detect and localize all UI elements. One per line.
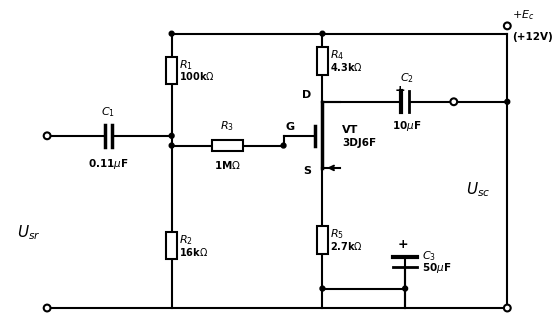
Circle shape xyxy=(450,98,457,105)
Bar xyxy=(316,226,328,253)
Text: 10$\mu$F: 10$\mu$F xyxy=(393,119,422,133)
Circle shape xyxy=(504,22,511,29)
Circle shape xyxy=(169,133,174,138)
Text: +: + xyxy=(398,238,408,251)
Text: 4.3k$\Omega$: 4.3k$\Omega$ xyxy=(330,61,363,73)
Text: $U_{sr}$: $U_{sr}$ xyxy=(17,224,40,243)
Circle shape xyxy=(44,132,50,139)
Text: 16k$\Omega$: 16k$\Omega$ xyxy=(179,246,208,258)
Circle shape xyxy=(504,305,511,312)
Text: $U_{sc}$: $U_{sc}$ xyxy=(466,180,491,199)
Text: VT: VT xyxy=(342,125,358,135)
Text: 3DJ6F: 3DJ6F xyxy=(342,138,376,148)
Text: +: + xyxy=(394,84,405,97)
Circle shape xyxy=(403,286,408,291)
Text: S: S xyxy=(303,166,311,176)
Circle shape xyxy=(169,31,174,36)
Text: $R_5$: $R_5$ xyxy=(330,227,344,241)
Text: $R_2$: $R_2$ xyxy=(179,233,193,247)
Text: 1M$\Omega$: 1M$\Omega$ xyxy=(213,159,241,171)
Text: 2.7k$\Omega$: 2.7k$\Omega$ xyxy=(330,240,363,252)
Bar xyxy=(166,232,178,259)
Text: G: G xyxy=(286,122,295,132)
Text: $+E_c$: $+E_c$ xyxy=(512,8,535,22)
Bar xyxy=(316,47,328,75)
Circle shape xyxy=(505,99,510,104)
Text: $C_2$: $C_2$ xyxy=(400,71,414,85)
Circle shape xyxy=(281,143,286,148)
Text: $R_1$: $R_1$ xyxy=(179,58,193,72)
Text: $R_3$: $R_3$ xyxy=(220,119,234,133)
Text: D: D xyxy=(301,90,311,100)
Text: $R_4$: $R_4$ xyxy=(330,48,344,62)
Text: $C_3$: $C_3$ xyxy=(422,249,436,263)
Circle shape xyxy=(320,286,325,291)
Text: $C_1$: $C_1$ xyxy=(101,106,115,119)
Text: 50$\mu$F: 50$\mu$F xyxy=(422,261,451,275)
Text: (+12V): (+12V) xyxy=(512,32,553,42)
Bar xyxy=(166,57,178,84)
Text: 0.11$\mu$F: 0.11$\mu$F xyxy=(88,157,129,171)
Bar xyxy=(212,140,242,151)
Circle shape xyxy=(44,305,50,312)
Text: 100k$\Omega$: 100k$\Omega$ xyxy=(179,71,215,82)
Circle shape xyxy=(320,31,325,36)
Circle shape xyxy=(169,143,174,148)
